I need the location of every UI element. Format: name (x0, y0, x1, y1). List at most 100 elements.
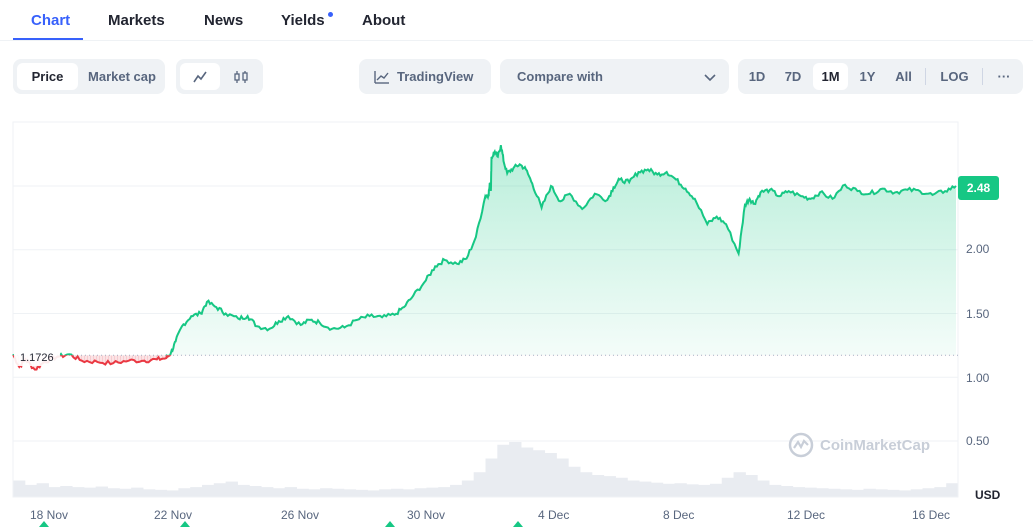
volume-bar (24, 484, 38, 497)
volume-bar (709, 483, 723, 497)
watermark-text: CoinMarketCap (820, 436, 931, 454)
chevron-down-icon (704, 74, 716, 82)
volume-bar (887, 489, 900, 497)
volume-bar (544, 453, 557, 497)
line-chart-button[interactable] (180, 63, 220, 90)
compare-with-label: Compare with (517, 69, 603, 84)
x-tick-label: 26 Nov (281, 508, 320, 522)
volume-bar (237, 484, 250, 497)
volume-bars (13, 442, 959, 497)
volume-bar (851, 489, 864, 497)
volume-bar (591, 475, 605, 497)
volume-bar (261, 487, 274, 497)
volume-bar (698, 484, 711, 497)
volume-bar (190, 487, 203, 497)
compare-with-dropdown[interactable]: Compare with (500, 59, 729, 94)
market-cap-button[interactable]: Market cap (88, 69, 156, 84)
range-1y-button[interactable]: 1Y (859, 69, 876, 84)
more-options-button[interactable]: ··· (997, 69, 1011, 84)
range-1m-button[interactable]: 1M (813, 63, 848, 90)
volume-bar (792, 487, 805, 497)
volume-bar (603, 476, 616, 497)
volume-bar (131, 487, 144, 497)
volume-bar (450, 484, 463, 497)
volume-bar (497, 444, 510, 497)
volume-bar (272, 488, 286, 497)
x-tick-label: 12 Dec (787, 508, 826, 522)
candlestick-icon (233, 70, 248, 83)
volume-bar (331, 488, 345, 497)
volume-bar (520, 447, 534, 497)
volume-bar (686, 484, 699, 497)
range-all-button[interactable]: All (895, 69, 912, 84)
tab-chart[interactable]: Chart (31, 12, 71, 29)
log-scale-button[interactable]: LOG (940, 69, 969, 84)
tab-about[interactable]: About (362, 12, 406, 29)
volume-bar (922, 488, 935, 497)
volume-bar (839, 489, 853, 497)
volume-bar (473, 472, 486, 497)
coinmarketcap-logo-icon (788, 432, 814, 458)
tab-yields[interactable]: Yields (281, 12, 325, 29)
tab-markets[interactable]: Markets (108, 12, 165, 29)
volume-bar (296, 488, 309, 497)
volume-bar (95, 486, 108, 497)
event-marker[interactable] (180, 521, 190, 527)
volume-bar (934, 487, 947, 497)
volume-bar (627, 480, 640, 497)
tab-news[interactable]: News (204, 12, 244, 29)
volume-bar (166, 490, 179, 497)
tradingview-icon (374, 70, 389, 84)
volume-bar (650, 482, 664, 497)
line-chart-icon (193, 71, 207, 82)
volume-bar (615, 477, 628, 497)
y-tick-label: 2.00 (966, 242, 990, 256)
x-tick-label: 22 Nov (154, 508, 193, 522)
yields-notification-dot (328, 12, 333, 17)
volume-bar (485, 458, 498, 497)
volume-bar (178, 488, 191, 497)
volume-bar (946, 483, 959, 497)
candlestick-button[interactable] (222, 63, 259, 90)
volume-bar (119, 488, 132, 497)
volume-bar (769, 484, 782, 497)
volume-bar (461, 480, 475, 497)
volume-bar (343, 489, 357, 497)
chart-frame (12, 121, 959, 498)
volume-bar (284, 487, 297, 497)
time-range-selector: 1D 7D 1M 1Y All LOG ··· (738, 59, 1023, 94)
range-7d-button[interactable]: 7D (784, 69, 802, 84)
toolbar-divider (982, 68, 983, 85)
volume-bar (320, 488, 333, 497)
volume-bar (721, 477, 735, 497)
price-button[interactable]: Price (17, 63, 78, 90)
tradingview-button[interactable]: TradingView (359, 59, 491, 94)
volume-bar (249, 486, 262, 497)
volume-bar (142, 489, 156, 497)
range-1d-button[interactable]: 1D (748, 69, 766, 84)
toolbar-divider (925, 68, 926, 85)
volume-bar (568, 466, 581, 497)
event-marker[interactable] (385, 521, 395, 527)
volume-bar (379, 489, 392, 497)
event-marker[interactable] (39, 521, 49, 527)
tab-bar: Chart Markets News Yields About (0, 0, 1033, 41)
active-tab-indicator (13, 38, 83, 40)
event-marker[interactable] (513, 521, 523, 527)
volume-bar (107, 488, 120, 497)
volume-bar (556, 458, 569, 497)
volume-bar (36, 483, 49, 497)
volume-bar (580, 472, 593, 497)
volume-bar (639, 481, 652, 497)
y-tick-label: 0.50 (966, 434, 990, 448)
volume-bar (154, 489, 168, 497)
tradingview-label: TradingView (397, 69, 474, 84)
volume-bar (733, 472, 746, 497)
volume-bar (532, 450, 546, 497)
current-price-badge: 2.48 (958, 176, 999, 200)
x-tick-label: 16 Dec (912, 508, 951, 522)
volume-bar (13, 480, 26, 497)
volume-bar (414, 488, 427, 497)
volume-bar (391, 488, 404, 497)
